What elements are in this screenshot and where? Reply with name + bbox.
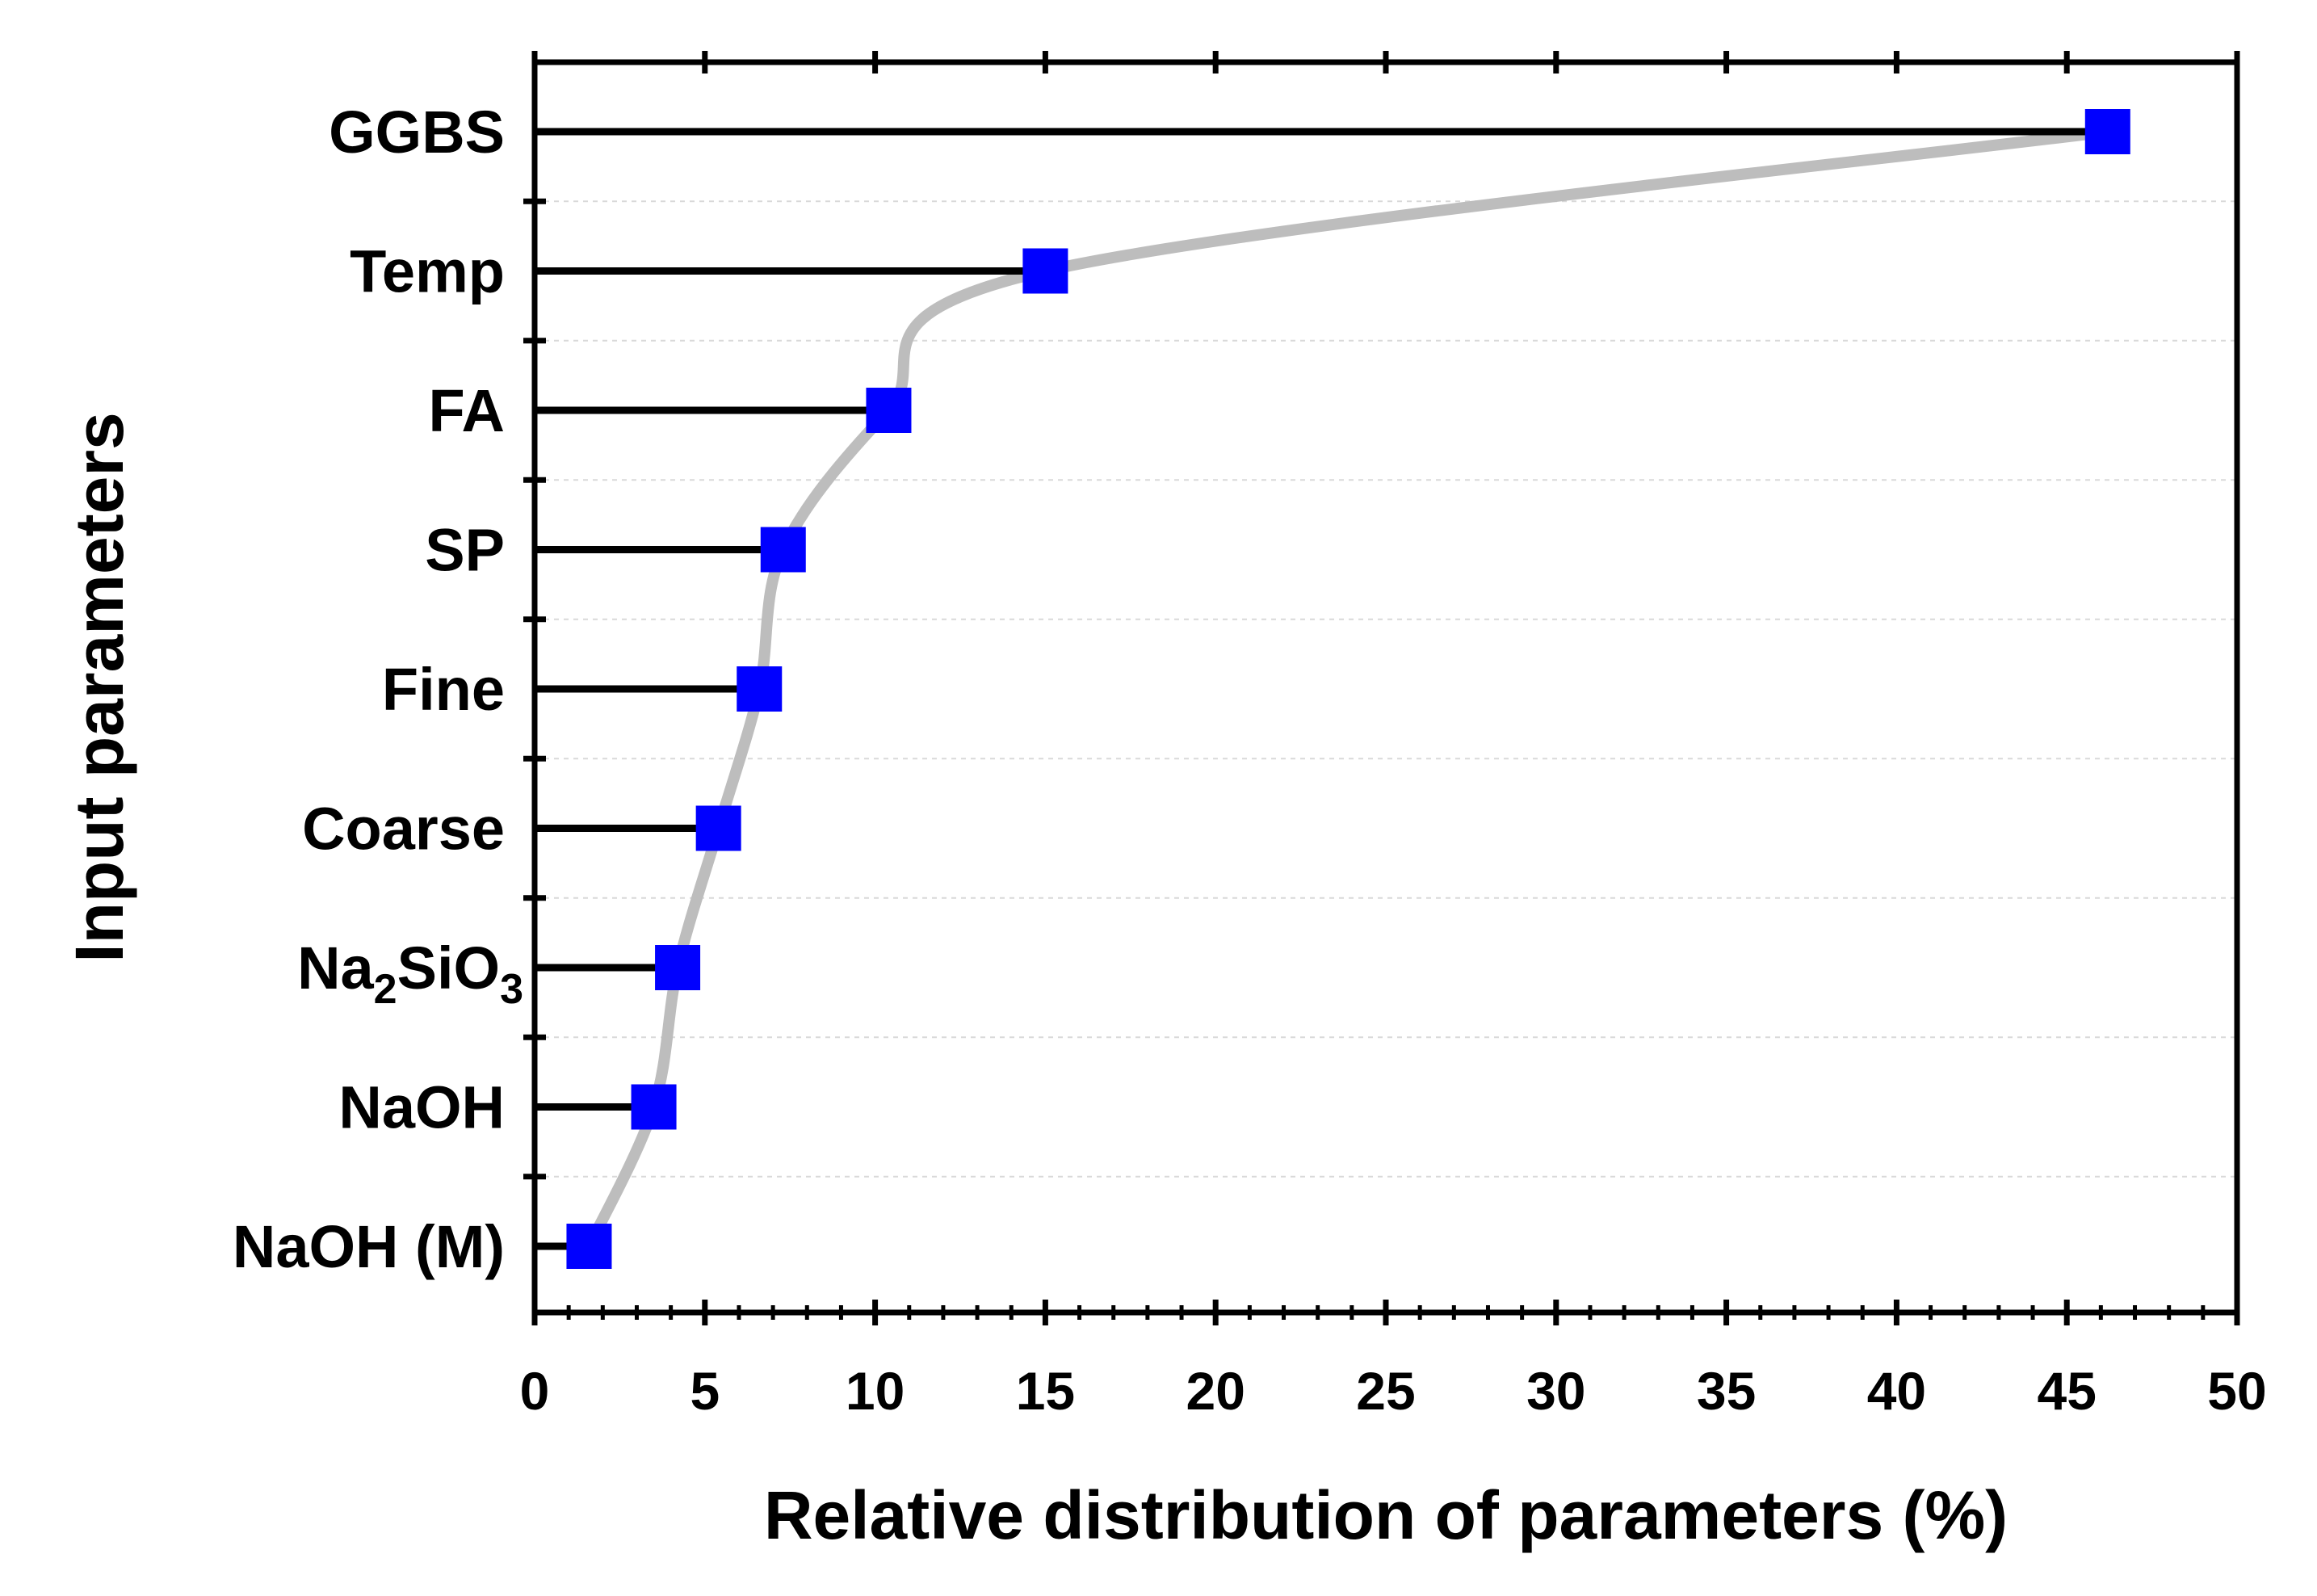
x-tick-label: 25 bbox=[1356, 1361, 1415, 1421]
y-category-label: NaOH (M) bbox=[233, 1213, 505, 1280]
y-category-labels: GGBS Temp FA SP Fine Coarse Na2SiO3 NaOH NaOH (M… bbox=[233, 99, 523, 1280]
data-marker bbox=[760, 527, 806, 573]
x-tick-label: 20 bbox=[1186, 1361, 1245, 1421]
x-tick-label: 10 bbox=[846, 1361, 905, 1421]
axis-ticks bbox=[523, 51, 2240, 1325]
data-marker bbox=[1022, 248, 1068, 294]
y-category-label: GGBS bbox=[329, 99, 505, 166]
x-tick-label: 50 bbox=[2207, 1361, 2266, 1421]
x-tick-label: 5 bbox=[690, 1361, 720, 1421]
y-category-label: NaOH bbox=[338, 1074, 505, 1141]
y-category-label: Temp bbox=[350, 238, 505, 305]
x-tick-labels: 0 5 10 15 20 25 30 35 40 45 50 bbox=[520, 1361, 2267, 1421]
y-category-label: Na2SiO3 bbox=[297, 934, 523, 1013]
markers bbox=[566, 109, 2130, 1269]
stems bbox=[535, 128, 2108, 1250]
trend-curve bbox=[583, 126, 2113, 1252]
grid-lines bbox=[535, 200, 2237, 1178]
x-tick-label: 15 bbox=[1016, 1361, 1075, 1421]
y-axis-title: Input parameters bbox=[61, 412, 137, 963]
x-axis-title: Relative distribution of parameters (%) bbox=[764, 1477, 2008, 1553]
x-tick-label: 40 bbox=[1867, 1361, 1926, 1421]
data-marker bbox=[655, 945, 701, 990]
data-marker bbox=[631, 1084, 677, 1130]
y-category-label: Fine bbox=[382, 656, 505, 723]
data-marker bbox=[566, 1224, 612, 1269]
x-tick-label: 0 bbox=[520, 1361, 550, 1421]
data-marker bbox=[866, 388, 912, 433]
data-marker bbox=[695, 805, 741, 851]
data-marker bbox=[737, 666, 783, 712]
data-marker bbox=[2084, 109, 2130, 154]
y-category-label: SP bbox=[425, 517, 505, 584]
y-category-label: Coarse bbox=[302, 796, 505, 863]
plot-frame bbox=[531, 59, 2240, 1316]
x-tick-label: 35 bbox=[1697, 1361, 1756, 1421]
x-tick-label: 45 bbox=[2037, 1361, 2096, 1421]
x-tick-label: 30 bbox=[1526, 1361, 1585, 1421]
y-category-label: FA bbox=[428, 377, 505, 444]
